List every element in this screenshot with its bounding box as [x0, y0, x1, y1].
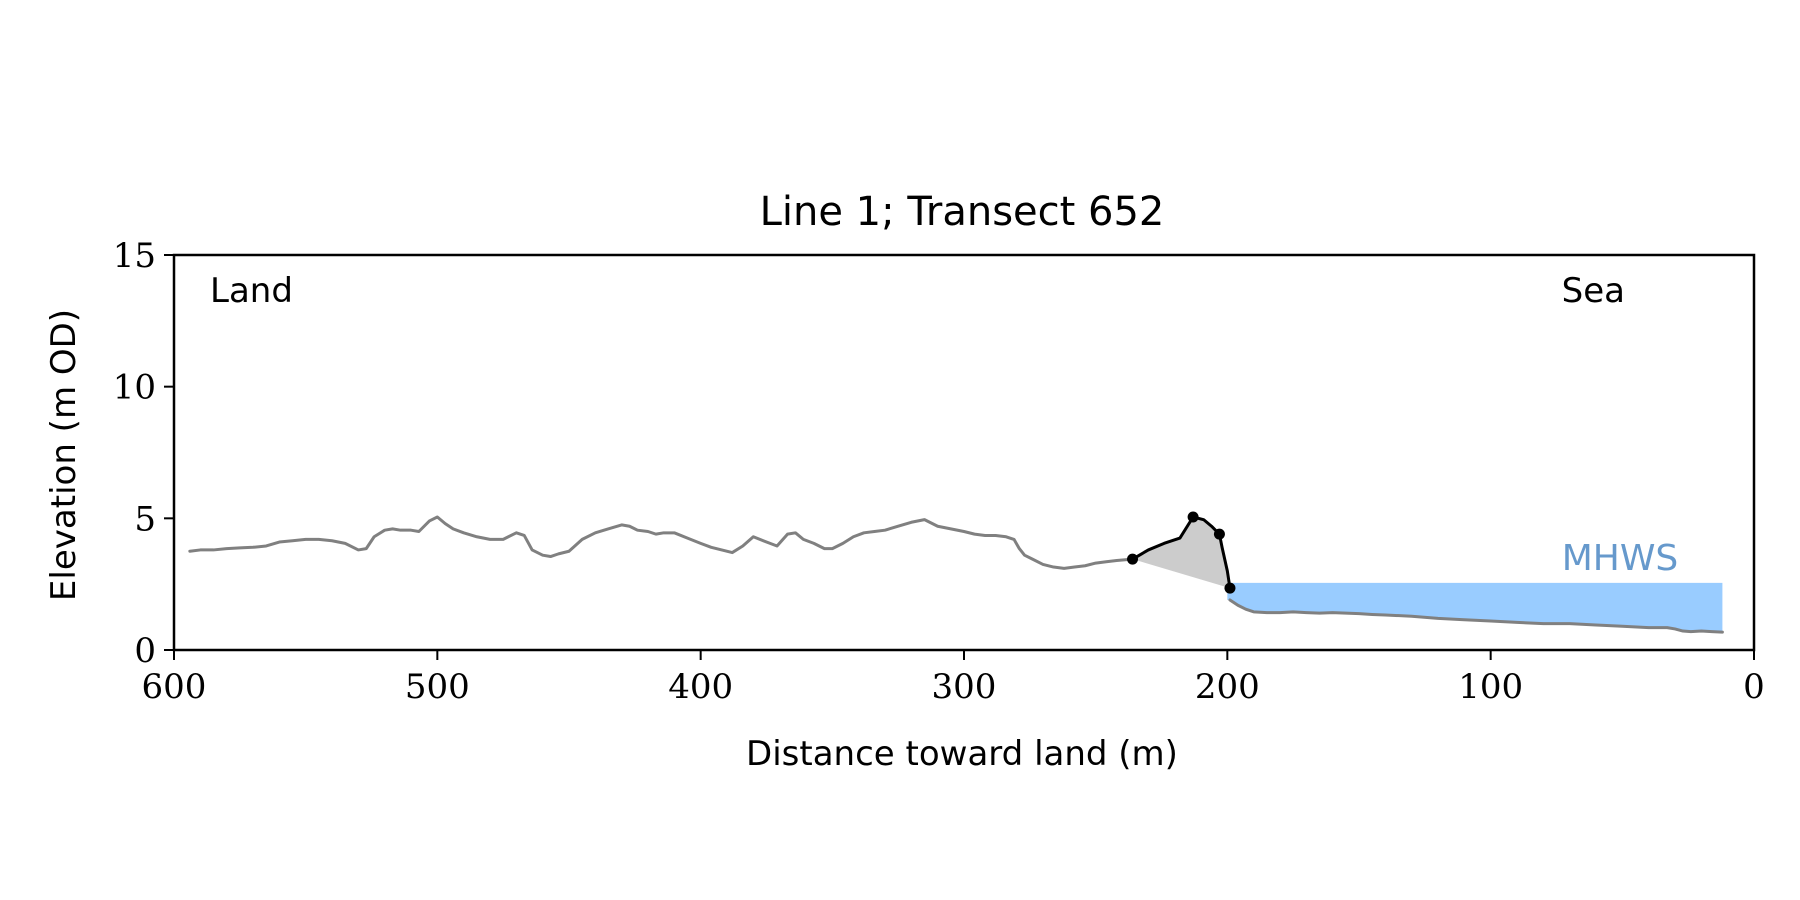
dune-volume-fill — [1132, 517, 1230, 589]
y-tick-label: 15 — [113, 236, 156, 276]
x-tick-label: 400 — [668, 667, 733, 707]
sea-label: Sea — [1562, 271, 1625, 311]
y-axis-label: Elevation (m OD) — [44, 309, 84, 601]
x-tick-label: 500 — [405, 667, 470, 707]
x-tick-label: 100 — [1458, 667, 1523, 707]
dune-marker-point — [1224, 582, 1236, 594]
plot-layer — [188, 511, 1724, 634]
x-tick-label: 0 — [1743, 667, 1765, 707]
y-tick-label: 5 — [134, 499, 156, 539]
dune-marker-point — [1127, 553, 1139, 565]
beach-profile-line — [1228, 598, 1724, 634]
profile-line — [188, 515, 1135, 570]
dune-marker-point — [1213, 528, 1225, 540]
land-label: Land — [210, 271, 293, 311]
y-tick-label: 10 — [113, 368, 156, 408]
dune-marker-point — [1187, 511, 1199, 523]
x-tick-label: 600 — [142, 667, 207, 707]
mhws-label: MHWS — [1562, 538, 1679, 579]
x-tick-label: 200 — [1195, 667, 1260, 707]
axes-layer: 600 500 400 300 200 100 0 0 5 10 15 — [113, 236, 1765, 707]
dune-crest-line — [1131, 515, 1232, 590]
y-tick-label: 0 — [134, 631, 156, 671]
x-axis-label: Distance toward land (m) — [746, 734, 1178, 774]
mhws-water-fill — [1227, 582, 1723, 633]
x-tick-label: 300 — [932, 667, 997, 707]
chart-title: Line 1; Transect 652 — [760, 189, 1165, 235]
